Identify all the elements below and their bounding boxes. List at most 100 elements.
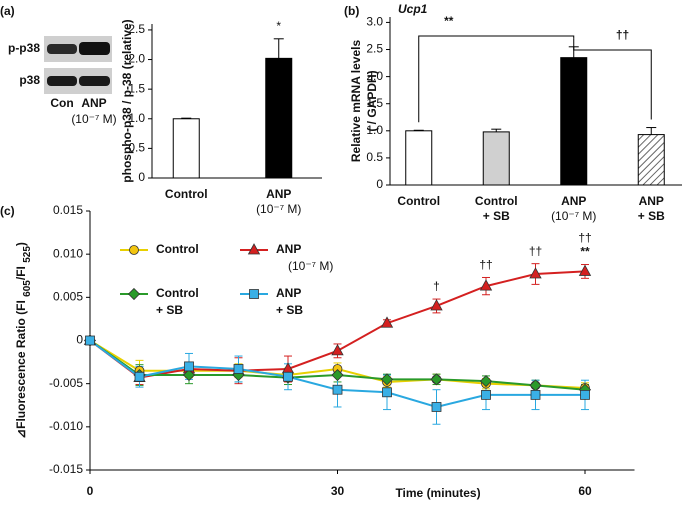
legend-label: Control + SB <box>156 286 199 317</box>
y-tick-label: 0 <box>376 177 383 191</box>
y-axis-label: Relative mRNA levels <box>349 40 363 163</box>
marker <box>182 368 196 382</box>
y-tick-label: 0.5 <box>128 141 145 155</box>
annotation: ** <box>580 245 590 259</box>
marker <box>249 289 259 299</box>
panel-label: (b) <box>344 4 359 18</box>
x-tick-label: 60 <box>578 484 592 498</box>
x-tick-note: (10⁻⁷ M) <box>551 209 596 223</box>
y-tick-label: 3.0 <box>366 15 383 29</box>
x-tick-note: (10⁻⁷ M) <box>256 202 301 216</box>
marker <box>331 368 344 382</box>
marker <box>380 373 394 386</box>
annotation: †† <box>578 231 591 245</box>
annotation: †† <box>616 28 629 42</box>
marker <box>283 371 293 382</box>
bracket <box>573 38 652 120</box>
bar <box>265 57 293 179</box>
marker <box>431 402 442 412</box>
annotation: †† <box>479 258 492 272</box>
annotation: ** <box>444 14 454 28</box>
legend-label: Control <box>156 242 199 256</box>
y-tick-label: 1.5 <box>366 96 383 110</box>
panel-label: (c) <box>0 204 15 218</box>
y-tick-label: 1.5 <box>128 81 145 95</box>
x-tick-label: Control <box>165 187 208 201</box>
bracket <box>418 35 575 123</box>
y-axis-label-part: /FI <box>14 263 28 280</box>
y-axis-label-part: ) <box>14 242 28 246</box>
bar <box>405 130 433 186</box>
blot-band <box>47 44 77 54</box>
marker <box>332 384 343 395</box>
y-tick-label: 0.010 <box>53 246 83 260</box>
y-tick-label: 0.005 <box>53 290 83 304</box>
marker <box>233 364 244 374</box>
marker <box>430 373 443 386</box>
legend-label: ANP + SB <box>276 286 303 317</box>
bar <box>560 57 588 186</box>
x-tick-label: ANP <box>561 194 586 208</box>
marker <box>530 389 541 400</box>
annotation: † <box>433 279 440 293</box>
y-tick-label: 1.0 <box>128 111 145 125</box>
marker <box>129 245 139 255</box>
blot-lane-note: (10⁻⁷ M) <box>71 112 116 126</box>
y-tick-label: -0.005 <box>49 376 83 390</box>
legend-note: (10⁻⁷ M) <box>288 259 333 273</box>
chart-title: Ucp1 <box>398 2 428 16</box>
marker <box>529 267 542 279</box>
y-axis-label: ⊿Fluorescence Ratio (FI 605/FI 525) <box>14 242 33 439</box>
marker <box>127 287 141 301</box>
marker <box>479 279 493 291</box>
bar <box>482 131 510 186</box>
x-tick-label: 0 <box>87 484 94 498</box>
y-tick-label: 0 <box>76 333 83 347</box>
y-axis-label: ( / GAPDH) <box>365 70 379 131</box>
blot-band <box>79 76 110 86</box>
y-tick-label: 2.5 <box>128 22 145 36</box>
blot-row-label: p-p38 <box>8 41 40 55</box>
y-tick-label: 2.0 <box>366 69 383 83</box>
x-axis-label: Time (minutes) <box>395 486 480 500</box>
marker <box>247 243 261 255</box>
bar <box>172 118 200 179</box>
blot-row-label: p38 <box>19 73 40 87</box>
y-axis-label: phospho-p38 / p-38 (relative) <box>120 19 134 182</box>
y-axis-label-part: 605 <box>22 280 33 297</box>
y-tick-label: 0.5 <box>366 150 383 164</box>
y-tick-label: 2.0 <box>128 52 145 66</box>
x-tick-label: Control <box>397 194 440 208</box>
x-tick-label: ANP <box>266 187 291 201</box>
marker <box>134 371 145 382</box>
blot <box>44 36 112 94</box>
bar <box>637 134 665 186</box>
marker <box>529 379 542 392</box>
marker <box>479 375 493 388</box>
y-axis-label-part: ⊿Fluorescence Ratio (FI <box>14 297 28 439</box>
blot-lane-label: ANP <box>81 96 106 110</box>
marker <box>184 361 194 372</box>
legend-label: ANP <box>276 242 301 256</box>
y-tick-label: 0.015 <box>53 203 83 217</box>
y-tick-label: 2.5 <box>366 42 383 56</box>
marker <box>85 335 95 346</box>
y-tick-label: 1.0 <box>366 123 383 137</box>
blot-band <box>47 76 77 86</box>
y-axis-label-part: 525 <box>22 246 33 263</box>
y-tick-label: 0 <box>138 170 145 184</box>
marker <box>580 389 590 400</box>
blot-band <box>79 42 110 55</box>
panel-label: (a) <box>0 4 15 18</box>
marker <box>430 299 443 311</box>
marker <box>578 264 592 276</box>
marker <box>481 389 491 400</box>
marker <box>380 316 394 328</box>
marker <box>382 387 392 398</box>
y-tick-label: -0.010 <box>49 419 83 433</box>
x-tick-label: ANP + SB <box>638 194 665 223</box>
annotation: * <box>276 19 281 33</box>
annotation: †† <box>529 244 542 258</box>
blot-lane-label: Con <box>50 96 73 110</box>
